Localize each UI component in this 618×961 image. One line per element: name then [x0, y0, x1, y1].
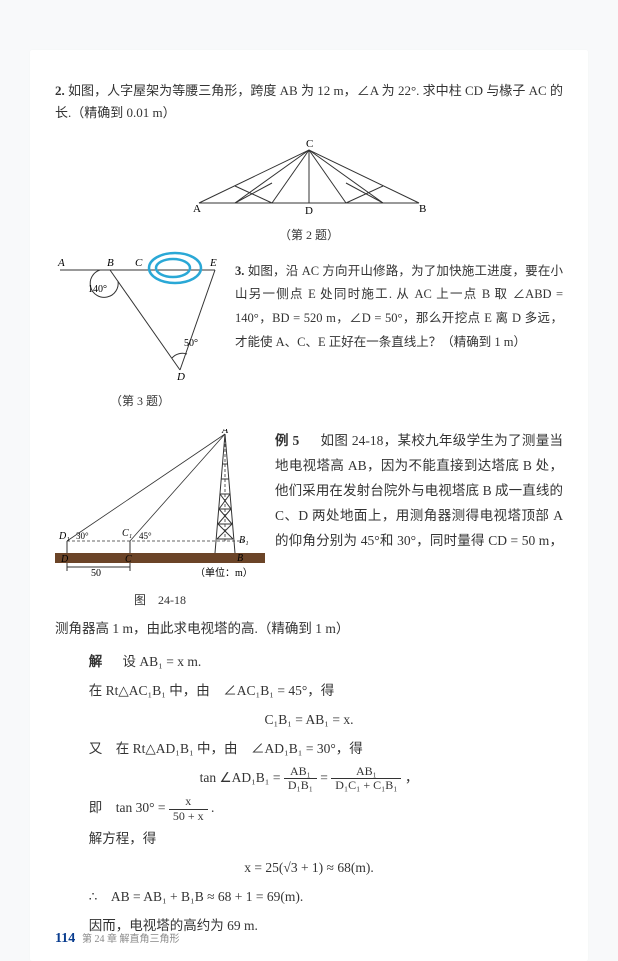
- sol-line8: x = 25(√3 + 1) ≈ 68(m).: [55, 854, 563, 881]
- sol-line5: tan ∠AD₁B₁ = AB₁ D₁B₁ = AB₁ D₁C₁ + C₁B₁ …: [55, 764, 563, 793]
- fig2-label-C: C: [306, 138, 313, 150]
- sol-l5-f2-num: AB₁: [331, 765, 401, 779]
- sol-l5-f1-num: AB₁: [284, 765, 317, 779]
- fig3-label-D: D: [176, 371, 185, 380]
- fig5-label-C1: C₁: [122, 528, 132, 539]
- problem-3-number: 3.: [235, 264, 244, 278]
- fig5-label-C: C: [125, 554, 132, 565]
- sol-l5-f1-den: D₁B₁: [284, 779, 317, 792]
- sol-line7: 解方程，得: [55, 825, 563, 852]
- fig5-label-D: D: [60, 554, 69, 565]
- fig5-angle-45: 45°: [139, 531, 152, 541]
- fig2-label-A: A: [193, 203, 201, 215]
- sol-line4: 又 在 Rt△AD₁B₁ 中，由 ∠AD₁B₁ = 30°，得: [55, 735, 563, 762]
- fig3-angle-140: 140°: [88, 284, 107, 295]
- problem-2: 2. 如图，人字屋架为等腰三角形，跨度 AB 为 12 m，∠A 为 22°. …: [55, 80, 563, 124]
- fig3-label-E: E: [209, 257, 217, 269]
- sol-line6: 即 tan 30° = x 50 + x .: [55, 794, 563, 823]
- figure-24-18-caption: 图 24-18: [55, 590, 265, 610]
- figure-3-svg: A B C E D 140° 50°: [55, 250, 225, 380]
- figure-2: A B C D （第 2 题）: [55, 138, 563, 245]
- figure-3-caption: （第 3 题）: [55, 391, 225, 411]
- fig3-label-B: B: [107, 257, 114, 269]
- fig2-label-B: B: [419, 203, 426, 215]
- solution: 解 设 AB₁ = x m. 在 Rt△AC₁B₁ 中，由 ∠AC₁B₁ = 4…: [55, 648, 563, 939]
- sol-l6-num: x: [169, 795, 208, 809]
- figure-2-svg: A B C D: [179, 138, 439, 218]
- figure-24-18-svg: D₁ C₁ B₁ A B D C 30° 45° 50 （单位：m）: [55, 429, 265, 579]
- sol-line9: ∴ AB = AB₁ + B₁B ≈ 68 + 1 = 69(m).: [55, 883, 563, 910]
- sol-l6-end: .: [211, 800, 214, 815]
- fig2-label-D: D: [305, 205, 313, 217]
- problem-2-text: 如图，人字屋架为等腰三角形，跨度 AB 为 12 m，∠A 为 22°. 求中柱…: [55, 83, 563, 120]
- sol-line1: 设 AB₁ = x m.: [123, 654, 202, 669]
- sol-l6-pre: 即 tan 30° =: [89, 800, 169, 815]
- figure-3: A B C E D 140° 50° （第 3 题）: [55, 250, 225, 411]
- sol-line3: C₁B₁ = AB₁ = x.: [55, 706, 563, 733]
- problem-3-block: A B C E D 140° 50° （第 3 题） 3. 如图，沿 AC 方向…: [55, 250, 563, 411]
- fig5-label-D1: D₁: [58, 531, 70, 542]
- fig5-unit: （单位：m）: [195, 566, 253, 579]
- figure-2-caption: （第 2 题）: [55, 225, 563, 245]
- page-footer: 114 第 24 章 解直角三角形: [55, 927, 179, 951]
- sol-l5-mid: =: [320, 770, 331, 785]
- problem-3-text: 如图，沿 AC 方向开山修路，为了加快施工进度，要在小山另一侧点 E 处同时施工…: [235, 264, 563, 349]
- example-5-block: D₁ C₁ B₁ A B D C 30° 45° 50 （单位：m） 图 24-…: [55, 429, 563, 641]
- solution-label: 解: [89, 654, 103, 669]
- fig5-dist-50: 50: [91, 568, 101, 579]
- fig3-label-A: A: [57, 257, 65, 269]
- page-number: 114: [55, 931, 75, 946]
- fig5-label-B1: B₁: [239, 535, 249, 546]
- fig3-label-C: C: [135, 257, 143, 269]
- sol-line2: 在 Rt△AC₁B₁ 中，由 ∠AC₁B₁ = 45°，得: [55, 677, 563, 704]
- example-5-label: 例 5: [275, 433, 299, 448]
- sol-l5-f2-den: D₁C₁ + C₁B₁: [331, 779, 401, 792]
- sol-l5-end: ，: [405, 770, 419, 785]
- sol-l6-den: 50 + x: [169, 810, 208, 823]
- chapter-title: 第 24 章 解直角三角形: [82, 934, 180, 945]
- problem-2-number: 2.: [55, 83, 65, 98]
- fig5-angle-30: 30°: [76, 531, 89, 541]
- fig5-label-A: A: [221, 429, 229, 436]
- sol-line5-lhs: tan ∠AD₁B₁ =: [200, 770, 284, 785]
- figure-24-18: D₁ C₁ B₁ A B D C 30° 45° 50 （单位：m） 图 24-…: [55, 429, 265, 610]
- fig5-label-B: B: [237, 553, 243, 564]
- fig3-angle-50: 50°: [184, 338, 198, 349]
